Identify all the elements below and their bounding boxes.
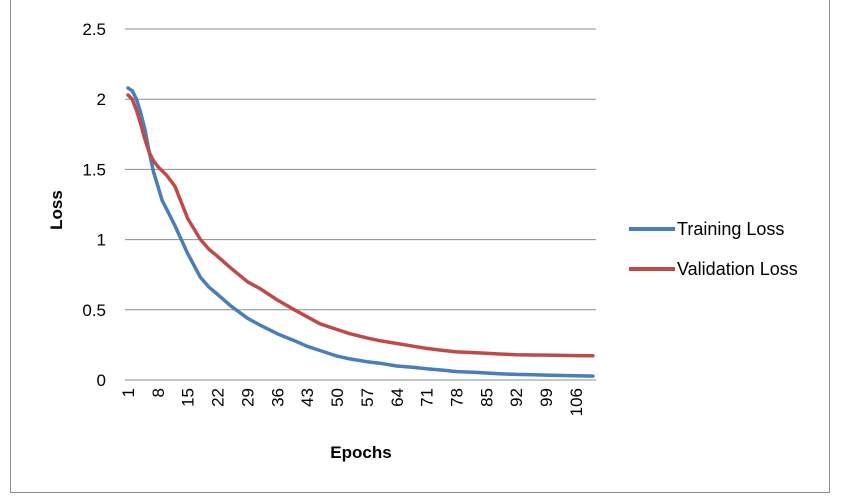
x-tick-label: 36 — [268, 388, 287, 407]
x-tick-label: 22 — [209, 388, 228, 407]
y-tick-label: 0 — [97, 371, 106, 390]
y-tick-label: 2 — [97, 90, 106, 109]
x-tick-label: 1 — [119, 388, 138, 397]
x-axis-title: Epochs — [330, 443, 391, 462]
x-tick-label: 15 — [179, 388, 198, 407]
x-tick-label: 64 — [388, 388, 407, 407]
x-tick-label: 50 — [328, 388, 347, 407]
legend: Training Loss Validation Loss — [629, 219, 798, 279]
x-tick-label: 71 — [418, 388, 437, 407]
series-line-validation — [126, 93, 595, 358]
x-tick-label: 43 — [298, 388, 317, 407]
legend-label: Validation Loss — [677, 259, 798, 279]
y-axis-title: Loss — [47, 190, 66, 230]
y-tick-label: 1.5 — [82, 160, 106, 179]
grid-lines — [125, 28, 596, 311]
y-tick-label: 0.5 — [82, 301, 106, 320]
x-tick-label: 99 — [537, 388, 556, 407]
series-lines — [126, 86, 595, 378]
x-tick-label: 29 — [238, 388, 257, 407]
series-line-training — [126, 86, 595, 378]
y-tick-labels: 0 0.5 1 1.5 2 2.5 — [82, 20, 106, 390]
x-tick-label: 85 — [477, 388, 496, 407]
x-tick-labels: 1 8 15 22 29 36 43 50 57 64 71 78 85 92 99 106 — [119, 388, 586, 416]
x-tick-label: 57 — [358, 388, 377, 407]
x-tick-label: 92 — [507, 388, 526, 407]
x-tick-label: 8 — [149, 388, 168, 397]
x-tick-label: 78 — [447, 388, 466, 407]
chart-frame — [10, 0, 830, 493]
x-tick-label: 106 — [567, 388, 586, 416]
y-tick-label: 1 — [97, 231, 106, 250]
legend-label: Training Loss — [677, 219, 784, 239]
y-tick-label: 2.5 — [82, 20, 106, 39]
